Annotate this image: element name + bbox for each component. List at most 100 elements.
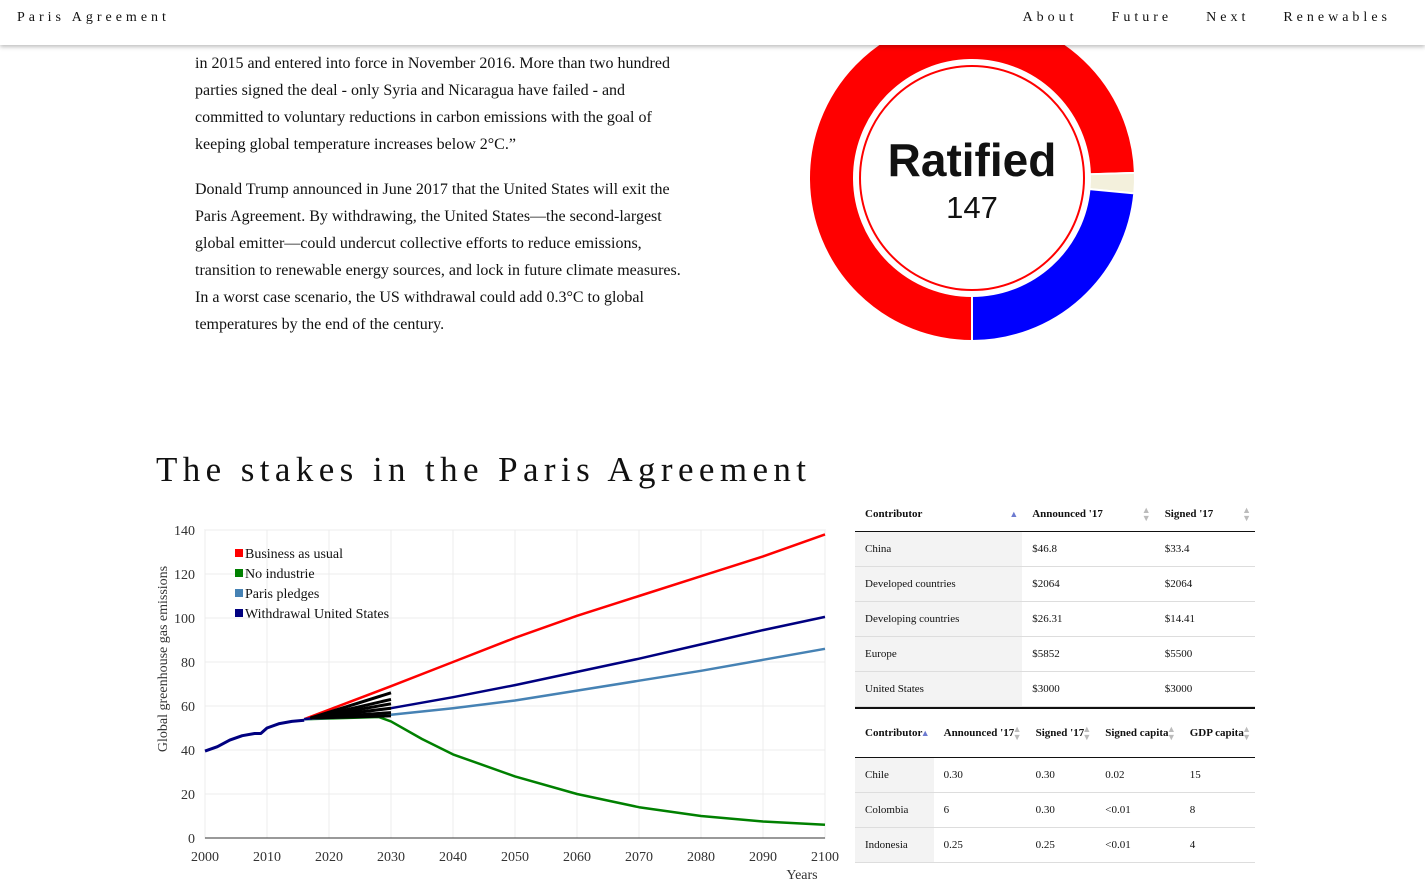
- nav-links: About Future Next Renewables: [1023, 10, 1391, 26]
- th-contributor[interactable]: Contributor ▲: [855, 497, 1023, 532]
- table-cell: 0.02: [1095, 757, 1180, 793]
- table-row: Indonesia 0.25 0.25 <0.01 4: [855, 827, 1255, 863]
- x-tick-label: 2050: [501, 850, 529, 865]
- sort-icon: ▲ ▼: [1242, 505, 1251, 523]
- x-tick-label: 2010: [253, 850, 281, 865]
- table-cell: 0.25: [1025, 827, 1096, 863]
- emissions-line-chart: 2000 2010 2020 2030 2040 2050 2060 2070 2080 2090…: [156, 524, 839, 883]
- x-tick-label: 2040: [439, 850, 467, 865]
- table-cell: $3000: [1022, 671, 1155, 707]
- th-signed-capita[interactable]: Signed capita ▲ ▼: [1095, 708, 1180, 758]
- table-cell: $2064: [1154, 566, 1255, 602]
- x-tick-label: 2070: [625, 850, 653, 865]
- table-cell: $3000: [1154, 671, 1255, 707]
- intro-paragraph-1: in 2015 and entered into force in Novemb…: [195, 55, 670, 153]
- sort-icon: ▲ ▼: [1082, 724, 1092, 742]
- legend-swatch: [235, 569, 243, 577]
- y-tick-label: 140: [174, 524, 195, 539]
- series-line-2: [304, 647, 826, 721]
- series-line-3: [304, 615, 826, 721]
- donut-inner-ring: [859, 65, 1085, 291]
- y-tick-label: 120: [174, 568, 195, 583]
- nav-link-renewables[interactable]: Renewables: [1283, 10, 1391, 25]
- sort-asc-icon: ▲: [1009, 509, 1019, 519]
- donut-label: Ratified: [888, 134, 1057, 186]
- legend-label: Paris pledges: [245, 587, 319, 602]
- x-tick-label: 2060: [563, 850, 591, 865]
- table-row: United States $3000 $3000: [855, 671, 1255, 707]
- th-announced[interactable]: Announced '17 ▲ ▼: [1022, 497, 1155, 532]
- nav-link-about[interactable]: About: [1022, 10, 1078, 25]
- table-cell: 15: [1179, 757, 1255, 793]
- y-tick-label: 100: [174, 612, 195, 627]
- x-tick-label: 2090: [749, 850, 777, 865]
- table-cell: China: [855, 531, 1023, 567]
- sort-icon: ▲ ▼: [1242, 724, 1251, 742]
- sort-icon: ▲ ▼: [1012, 724, 1022, 742]
- legend-swatch: [235, 589, 243, 597]
- table-cell: Colombia: [855, 792, 934, 828]
- legend-swatch: [235, 609, 243, 617]
- th-announced[interactable]: Announced '17 ▲ ▼: [933, 708, 1026, 758]
- legend-swatch: [235, 549, 243, 557]
- donut-segment-ratified[interactable]: [808, 40, 1136, 343]
- table-cell: Europe: [855, 636, 1023, 672]
- table-row: Developed countries $2064 $2064: [855, 566, 1255, 602]
- legend-label: Withdrawal United States: [245, 607, 389, 622]
- th-signed[interactable]: Signed '17 ▲ ▼: [1025, 708, 1096, 758]
- table-cell: United States: [855, 671, 1023, 707]
- legend-label: Business as usual: [245, 547, 343, 562]
- sort-icon: ▲ ▼: [1166, 724, 1176, 742]
- table-cell: $26.31: [1022, 601, 1155, 637]
- table-cell: <0.01: [1095, 827, 1180, 863]
- y-tick-label: 0: [188, 832, 195, 847]
- pledge-fan-line: [310, 714, 392, 720]
- table-cell: $14.41: [1154, 601, 1255, 637]
- donut-value: 147: [946, 190, 998, 225]
- contributions-table: Contributor ▲ Announced '17 ▲ ▼ Signed '17 ▲…: [855, 497, 1255, 707]
- table-cell: 8: [1179, 792, 1255, 828]
- x-tick-label: 2080: [687, 850, 715, 865]
- table-cell: 0.30: [1025, 757, 1096, 793]
- table-row: Colombia 6 0.30 <0.01 8: [855, 792, 1255, 828]
- intro-text: in 2015 and entered into force in Novemb…: [195, 50, 685, 356]
- y-tick-label: 80: [181, 656, 195, 671]
- table-cell: 4: [1179, 827, 1255, 863]
- th-contributor[interactable]: Contributor ▲: [855, 708, 934, 758]
- series-line-0: [303, 533, 826, 721]
- x-tick-label: 2000: [191, 850, 219, 865]
- contributions-tables: Contributor ▲ Announced '17 ▲ ▼ Signed '17 ▲…: [855, 497, 1255, 863]
- section-headline: The stakes in the Paris Agreement: [156, 450, 812, 489]
- y-tick-label: 60: [181, 700, 195, 715]
- th-gdp-capita[interactable]: GDP capita ▲ ▼: [1179, 708, 1255, 758]
- nav-link-next[interactable]: Next: [1206, 10, 1250, 25]
- nav-link-future[interactable]: Future: [1111, 10, 1173, 25]
- table-cell: Indonesia: [855, 827, 934, 863]
- table-cell: $33.4: [1154, 531, 1255, 567]
- table-cell: 0.25: [933, 827, 1026, 863]
- x-tick-label: 2030: [377, 850, 405, 865]
- x-tick-label: 2100: [811, 850, 839, 865]
- table-cell: $5852: [1022, 636, 1155, 672]
- intro-paragraph-2: Donald Trump announced in June 2017 that…: [195, 181, 681, 333]
- table-cell: $46.8: [1022, 531, 1155, 567]
- donut-segment-other[interactable]: [971, 188, 1136, 343]
- navbar: Paris Agreement About Future Next Renewa…: [0, 0, 1425, 45]
- donut-arcs: [808, 40, 1137, 343]
- history-line: [204, 718, 305, 753]
- table-cell: Chile: [855, 757, 934, 793]
- table-cell: $5500: [1154, 636, 1255, 672]
- table-cell: 0.30: [1025, 792, 1096, 828]
- sort-asc-icon: ▲: [920, 728, 930, 738]
- ratified-donut-chart[interactable]: Ratified 147: [805, 40, 1140, 355]
- th-signed[interactable]: Signed '17 ▲ ▼: [1154, 497, 1255, 532]
- table-row: China $46.8 $33.4: [855, 531, 1255, 567]
- legend-label: No industrie: [245, 567, 315, 582]
- table-cell: Developed countries: [855, 566, 1023, 602]
- table-row: Chile 0.30 0.30 0.02 15: [855, 757, 1255, 793]
- table-row: Developing countries $26.31 $14.41: [855, 601, 1255, 637]
- table-cell: Developing countries: [855, 601, 1023, 637]
- brand-link[interactable]: Paris Agreement: [17, 10, 170, 25]
- y-tick-label: 40: [181, 744, 195, 759]
- y-axis-label: Global greenhouse gas emissions: [156, 566, 171, 752]
